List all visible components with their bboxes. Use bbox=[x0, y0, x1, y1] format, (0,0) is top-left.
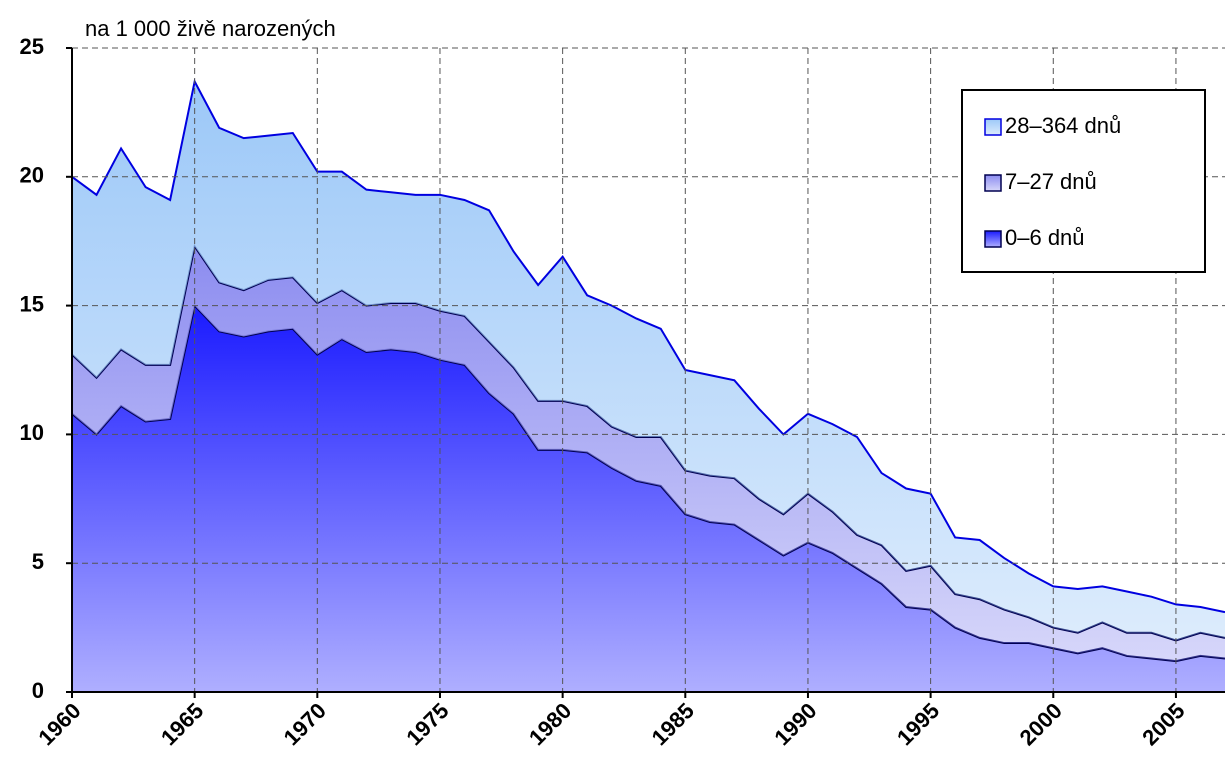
x-tick-label: 1985 bbox=[647, 698, 699, 750]
legend-label: 28–364 dnů bbox=[1005, 113, 1121, 138]
y-tick-label: 0 bbox=[32, 678, 44, 703]
y-axis-label: na 1 000 živě narozených bbox=[85, 16, 336, 41]
y-tick-label: 25 bbox=[20, 34, 44, 59]
legend bbox=[961, 89, 1206, 273]
y-tick-label: 15 bbox=[20, 291, 44, 316]
x-tick-label: 1980 bbox=[524, 698, 576, 750]
legend-label: 0–6 dnů bbox=[1005, 225, 1085, 250]
legend-label: 7–27 dnů bbox=[1005, 169, 1097, 194]
x-tick-label: 1960 bbox=[33, 698, 85, 750]
x-tick-label: 1995 bbox=[892, 698, 944, 750]
x-tick-label: 2005 bbox=[1137, 698, 1189, 750]
x-tick-label: 1975 bbox=[401, 698, 453, 750]
x-tick-label: 1965 bbox=[156, 698, 208, 750]
legend-swatch bbox=[984, 174, 1002, 192]
y-tick-label: 10 bbox=[20, 420, 44, 445]
x-tick-label: 2000 bbox=[1015, 698, 1067, 750]
y-tick-label: 5 bbox=[32, 549, 44, 574]
area bbox=[72, 81, 1225, 641]
x-tick-label: 1970 bbox=[279, 698, 331, 750]
legend-swatch bbox=[984, 118, 1002, 136]
legend-swatch bbox=[984, 230, 1002, 248]
area-edge bbox=[71, 78, 1225, 614]
area bbox=[72, 246, 1225, 662]
x-tick-label: 1990 bbox=[769, 698, 821, 750]
y-tick-label: 20 bbox=[20, 163, 44, 188]
area bbox=[72, 305, 1225, 692]
